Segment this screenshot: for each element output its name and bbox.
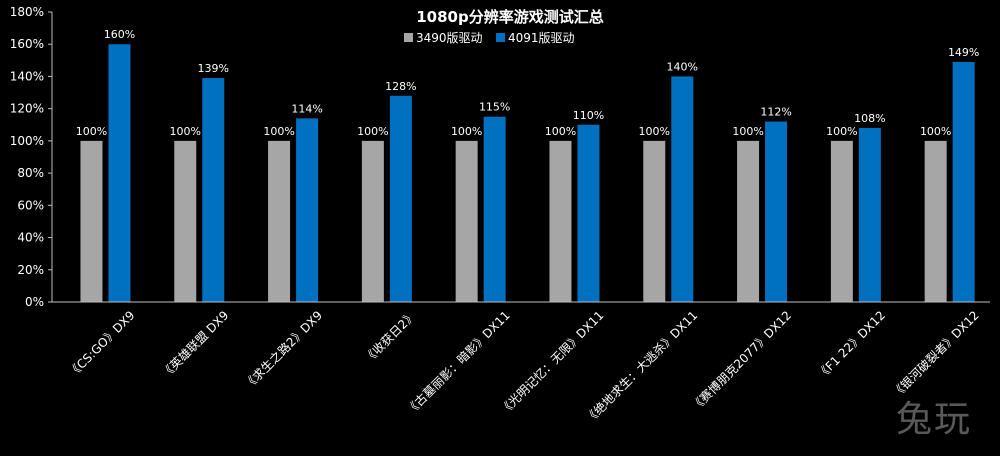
data-label: 100%: [357, 125, 388, 138]
data-label: 100%: [263, 125, 294, 138]
data-label: 100%: [170, 125, 201, 138]
bar-3490: [549, 140, 572, 302]
bar-4091: [858, 128, 881, 302]
bar-3490: [924, 140, 947, 302]
data-label: 139%: [198, 62, 229, 75]
y-tick-label: 160%: [10, 37, 44, 51]
y-tick-label: 180%: [10, 5, 44, 19]
bar-3490: [455, 140, 478, 302]
bar-4091: [671, 76, 694, 302]
data-label: 100%: [826, 125, 857, 138]
data-label: 114%: [291, 102, 322, 115]
chart-title: 1080p分辨率游戏测试汇总: [416, 8, 604, 26]
bar-3490: [80, 140, 103, 302]
y-tick-label: 100%: [10, 134, 44, 148]
data-label: 140%: [667, 60, 698, 73]
y-tick-label: 20%: [17, 263, 44, 277]
bar-3490: [174, 140, 197, 302]
data-label: 149%: [948, 46, 979, 59]
bar-3490: [830, 140, 853, 302]
data-label: 160%: [104, 28, 135, 41]
legend-swatch: [496, 33, 505, 42]
data-label: 100%: [545, 125, 576, 138]
bar-3490: [643, 140, 666, 302]
data-label: 115%: [479, 101, 510, 114]
bar-4091: [952, 61, 975, 302]
data-label: 128%: [385, 80, 416, 93]
data-label: 100%: [451, 125, 482, 138]
y-tick-label: 140%: [10, 69, 44, 83]
data-label: 108%: [854, 112, 885, 125]
data-label: 100%: [76, 125, 107, 138]
bars: 100% 160% 100% 139% 100% 114% 100% 128% 100% 115%…: [76, 28, 979, 303]
data-label: 100%: [920, 125, 951, 138]
bar-3490: [737, 140, 760, 302]
legend: 3490版驱动 4091版驱动: [404, 31, 575, 45]
data-label: 100%: [639, 125, 670, 138]
watermark: 兔玩: [895, 399, 972, 440]
bar-3490: [268, 140, 291, 302]
legend-label: 3490版驱动: [416, 31, 483, 45]
bar-4091: [577, 124, 600, 303]
bar-4091: [202, 78, 225, 302]
bar-4091: [296, 118, 319, 302]
legend-label: 4091版驱动: [508, 31, 575, 45]
y-tick-label: 120%: [10, 102, 44, 116]
bar-4091: [389, 95, 412, 303]
y-axis: 0% 20% 40% 60% 80% 100% 120% 140% 160% 180%: [10, 5, 53, 309]
y-tick-label: 0%: [25, 295, 44, 309]
y-tick-label: 60%: [17, 198, 44, 212]
bar-4091: [108, 44, 131, 302]
data-label: 100%: [732, 125, 763, 138]
y-tick-label: 40%: [17, 231, 44, 245]
bar-4091: [765, 121, 788, 302]
data-label: 110%: [573, 109, 604, 122]
legend-swatch: [404, 33, 413, 42]
y-tick-label: 80%: [17, 166, 44, 180]
data-label: 112%: [760, 106, 791, 119]
bar-3490: [361, 140, 384, 302]
bar-4091: [483, 116, 506, 302]
